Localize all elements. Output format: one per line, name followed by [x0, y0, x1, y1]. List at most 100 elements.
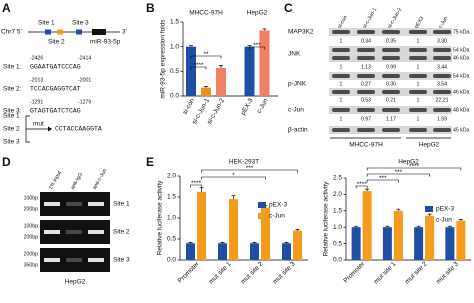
- ladder-label: 200bp: [24, 251, 39, 257]
- band: [382, 90, 400, 94]
- bar: [186, 46, 196, 96]
- band: [357, 90, 375, 94]
- significance-bracket: [201, 176, 266, 180]
- significance-bracket: [190, 184, 202, 188]
- y-tick-label: 0.0: [333, 257, 342, 264]
- gel-band: [66, 202, 82, 206]
- ladder-label: 350bp: [24, 262, 39, 268]
- significance-bracket: [249, 46, 265, 50]
- y-tick-label: 1.0: [167, 215, 176, 222]
- y-tick-label: 2.5: [333, 175, 342, 182]
- band: [409, 128, 427, 132]
- row-label: MAP3K2: [288, 29, 314, 36]
- lane-header: c-Jun: [438, 16, 450, 30]
- site-label: Site 2: [113, 229, 130, 236]
- band: [409, 48, 427, 52]
- band: [382, 30, 400, 34]
- legend-label: pEX-3: [269, 202, 287, 209]
- bar: [244, 46, 255, 96]
- lane-header: anti-c-Jun: [92, 168, 109, 191]
- site-box: [45, 29, 51, 35]
- ladder-label: 200bp: [24, 234, 39, 240]
- band: [332, 90, 350, 94]
- seq-label: Site 2:: [3, 86, 22, 93]
- seq-label: Site 1:: [3, 64, 22, 71]
- bar: [445, 227, 455, 260]
- lane-header: si-con: [337, 15, 349, 30]
- quant-value: 22.21: [436, 97, 449, 103]
- chart-title: HepG2: [398, 159, 419, 166]
- quant-value: 0.35: [386, 38, 396, 44]
- mut-site: Site 1: [3, 113, 20, 120]
- lane-header: si-c-Jun-2: [387, 7, 404, 30]
- quant-value: 1: [340, 97, 343, 103]
- bar: [362, 191, 372, 260]
- band: [382, 108, 400, 112]
- y-axis-title: miR-93-5p expression folds: [160, 19, 167, 99]
- band: [409, 30, 427, 34]
- quant-value: 1.17: [386, 116, 396, 122]
- band: [332, 48, 350, 52]
- quant-value: 3.44: [437, 64, 447, 70]
- panel-label: A: [2, 1, 11, 15]
- bar: [186, 243, 195, 260]
- sequence: GGAATGATCCCAG: [30, 64, 81, 71]
- quant-value: 1.13: [361, 64, 371, 70]
- significance-bracket: [355, 185, 368, 189]
- quant-value: 1: [417, 116, 420, 122]
- kda-label: 46 kDa: [453, 55, 470, 61]
- band: [433, 48, 451, 52]
- mut-sequence: CCTACCAAGGTA: [55, 126, 102, 133]
- seq-start: -1291: [30, 99, 43, 105]
- quant-value: 0.34: [361, 38, 371, 44]
- gel-band: [66, 258, 82, 262]
- y-tick-label: 0.0: [167, 257, 176, 264]
- x-tick-label: mut site 1: [373, 260, 398, 285]
- band: [382, 48, 400, 52]
- significance-bracket: [366, 179, 399, 183]
- legend-label: c-Jun: [269, 213, 285, 220]
- significance-bracket: [366, 173, 430, 177]
- bar: [197, 191, 206, 260]
- band: [433, 90, 451, 94]
- bar: [393, 210, 403, 260]
- panel-label: C: [284, 1, 293, 15]
- bar: [218, 243, 227, 260]
- chr-end: 3': [122, 29, 127, 36]
- band: [332, 128, 350, 132]
- lane-header: pEX3: [414, 16, 426, 30]
- x-tick-label: mut site 1: [208, 260, 233, 285]
- bar: [250, 243, 259, 260]
- gel-band: [88, 258, 104, 262]
- band: [433, 128, 451, 132]
- quant-value: 0.97: [361, 116, 371, 122]
- site-box: [57, 29, 63, 35]
- quant-value: 0.53: [361, 97, 371, 103]
- bar: [456, 220, 466, 260]
- y-tick-label: 0.5: [170, 68, 179, 75]
- chr-label: Chr7 5': [1, 29, 22, 36]
- seq-end: -1279: [78, 99, 91, 105]
- quant-value: 1: [417, 97, 420, 103]
- bar: [229, 199, 238, 260]
- lane-header: si-c-Jun-1: [362, 7, 379, 30]
- significance-bracket: [366, 167, 462, 171]
- band: [409, 90, 427, 94]
- panel-label: E: [146, 155, 154, 169]
- gene-box: [92, 29, 106, 35]
- significance-label: ****: [193, 62, 204, 69]
- kda-label: 45 kDa: [453, 127, 470, 133]
- quant-value: 1: [417, 38, 420, 44]
- quant-value: 1: [417, 81, 420, 87]
- kda-label: 48 kDa: [453, 107, 470, 113]
- group-label: HepG2: [419, 142, 440, 149]
- y-axis-title: Relative luciferase activity: [157, 180, 164, 256]
- kda-label: 46 kDa: [453, 89, 470, 95]
- gel-band: [88, 230, 104, 234]
- band: [332, 108, 350, 112]
- bar: [382, 227, 392, 260]
- y-axis-title: Relative luciferase activity: [323, 181, 330, 257]
- mut-site: Site 2: [3, 126, 20, 133]
- seq-label: Site 3:: [3, 108, 22, 115]
- y-tick-label: 1.0: [170, 43, 179, 50]
